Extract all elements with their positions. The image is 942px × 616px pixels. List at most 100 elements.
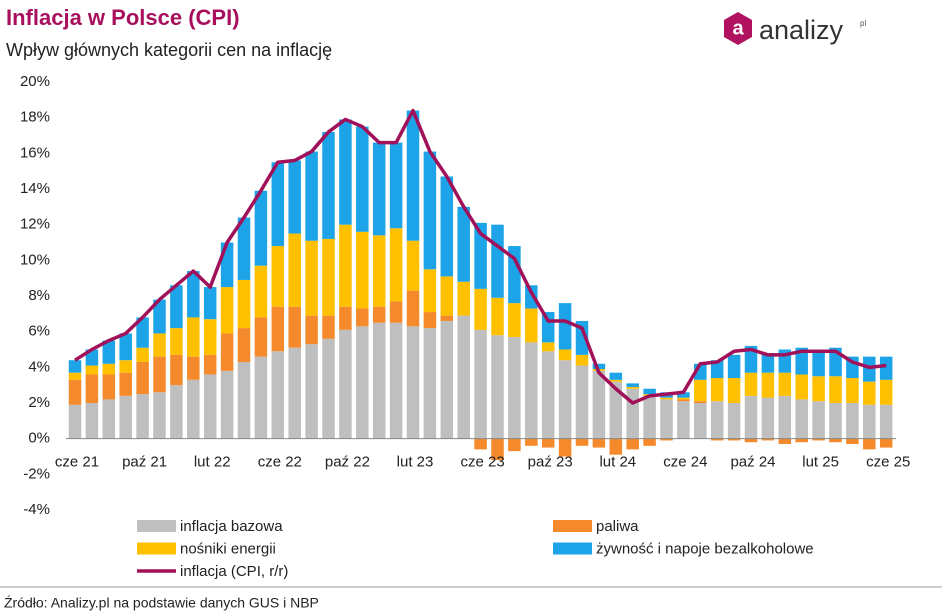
bar-segment (660, 438, 673, 441)
bar-segment (863, 404, 876, 439)
bar-segment (153, 333, 166, 357)
bar-segment (305, 240, 318, 316)
bar-segment (609, 438, 623, 455)
bar-segment (508, 337, 521, 439)
bar-segment (761, 372, 775, 398)
bar-segment (508, 246, 521, 304)
bar-segment (879, 438, 893, 448)
bar-segment (812, 349, 825, 377)
x-tick-label: lut 25 (802, 454, 839, 471)
bar-segment (609, 381, 623, 439)
bar-segment (795, 438, 808, 443)
bar-segment (677, 392, 690, 398)
bar-segment (220, 287, 234, 334)
bar-segment (119, 372, 132, 396)
bar-segment (187, 379, 200, 439)
bar-segment (406, 110, 420, 241)
bar-segment (795, 374, 808, 400)
y-tick-label: 20% (20, 73, 50, 90)
bar-segment (846, 438, 859, 445)
bar-segment (778, 372, 792, 396)
bar-segment (406, 240, 420, 291)
bar-segment (305, 344, 318, 439)
bar-segment (440, 176, 454, 277)
y-tick-label: 0% (28, 430, 50, 447)
y-tick-label: 16% (20, 144, 50, 161)
bar-segment (322, 131, 335, 239)
bar-segment (203, 287, 217, 320)
logo-text: analizy (759, 15, 844, 45)
bar-segment (237, 279, 251, 329)
bar-segment (457, 206, 470, 282)
bar-segment (643, 395, 656, 439)
bar-segment (423, 312, 437, 329)
legend-label: paliwa (596, 518, 639, 535)
bar-segment (153, 299, 166, 334)
bar-segment (829, 403, 842, 439)
bar-segment (136, 394, 149, 439)
bar-segment (879, 404, 893, 439)
bar-segment (220, 333, 234, 371)
bar-segment (829, 376, 842, 403)
bar-segment (85, 374, 99, 403)
bar-segment (389, 322, 403, 439)
bar-segment (474, 288, 487, 330)
bar-segment (423, 151, 437, 270)
bar-segment (491, 224, 504, 298)
bar-segment (254, 265, 268, 318)
x-tick-label: cze 22 (258, 454, 302, 471)
bar-segment (440, 276, 454, 316)
bar-segment (525, 308, 538, 343)
legend-label: inflacja (CPI, r/r) (180, 563, 288, 580)
bar-segment (558, 349, 572, 361)
chart-subtitle: Wpływ głównych kategorii cen na inflację (6, 40, 332, 60)
bar-segment (406, 326, 420, 439)
bar-segment (119, 360, 132, 373)
bar-segment (677, 397, 690, 400)
bar-segment (389, 228, 403, 302)
bar-segment (863, 356, 876, 382)
bar-segment (609, 372, 623, 380)
chart-title: Inflacja w Polsce (CPI) (6, 5, 240, 30)
bar-segment (305, 151, 318, 241)
bar-segment (795, 399, 808, 439)
bar-segment (288, 306, 301, 348)
bar-segment (626, 383, 639, 387)
bar-segment (237, 328, 251, 362)
bar-segment (491, 335, 504, 439)
bar-segment (592, 370, 606, 439)
y-tick-label: -2% (23, 465, 50, 482)
bar-segment (694, 379, 707, 402)
bar-segment (356, 308, 369, 327)
bar-segment (203, 374, 217, 439)
bar-segment (102, 374, 116, 400)
bar-segment (356, 126, 369, 232)
bar-segment (812, 376, 825, 402)
bar-segment (271, 306, 285, 352)
bar-segment (727, 378, 741, 403)
bar-segment (863, 381, 876, 405)
bar-segment (102, 399, 116, 439)
bar-segment (271, 246, 285, 307)
cpi-line (74, 108, 887, 405)
bar-segment (237, 217, 251, 280)
bar-segment (457, 281, 470, 316)
bar-segment (372, 142, 386, 236)
bar-segment (643, 438, 656, 446)
bar-segment (322, 315, 335, 339)
bar-segment (829, 438, 842, 443)
bar-segment (119, 395, 132, 439)
x-tick-label: paź 24 (730, 454, 775, 471)
bar-segment (863, 438, 876, 450)
x-tick-label: cze 23 (460, 454, 504, 471)
bar-segment (710, 360, 724, 379)
bar-segment (254, 190, 268, 266)
bar-segment (592, 363, 606, 370)
bar-segment (85, 365, 99, 375)
bar-segment (457, 315, 470, 439)
logo-suffix: pl (860, 19, 866, 28)
bar-segment (491, 438, 504, 461)
bar-segment (525, 285, 538, 309)
bar-segment (626, 386, 639, 389)
bar-segment (339, 224, 352, 307)
